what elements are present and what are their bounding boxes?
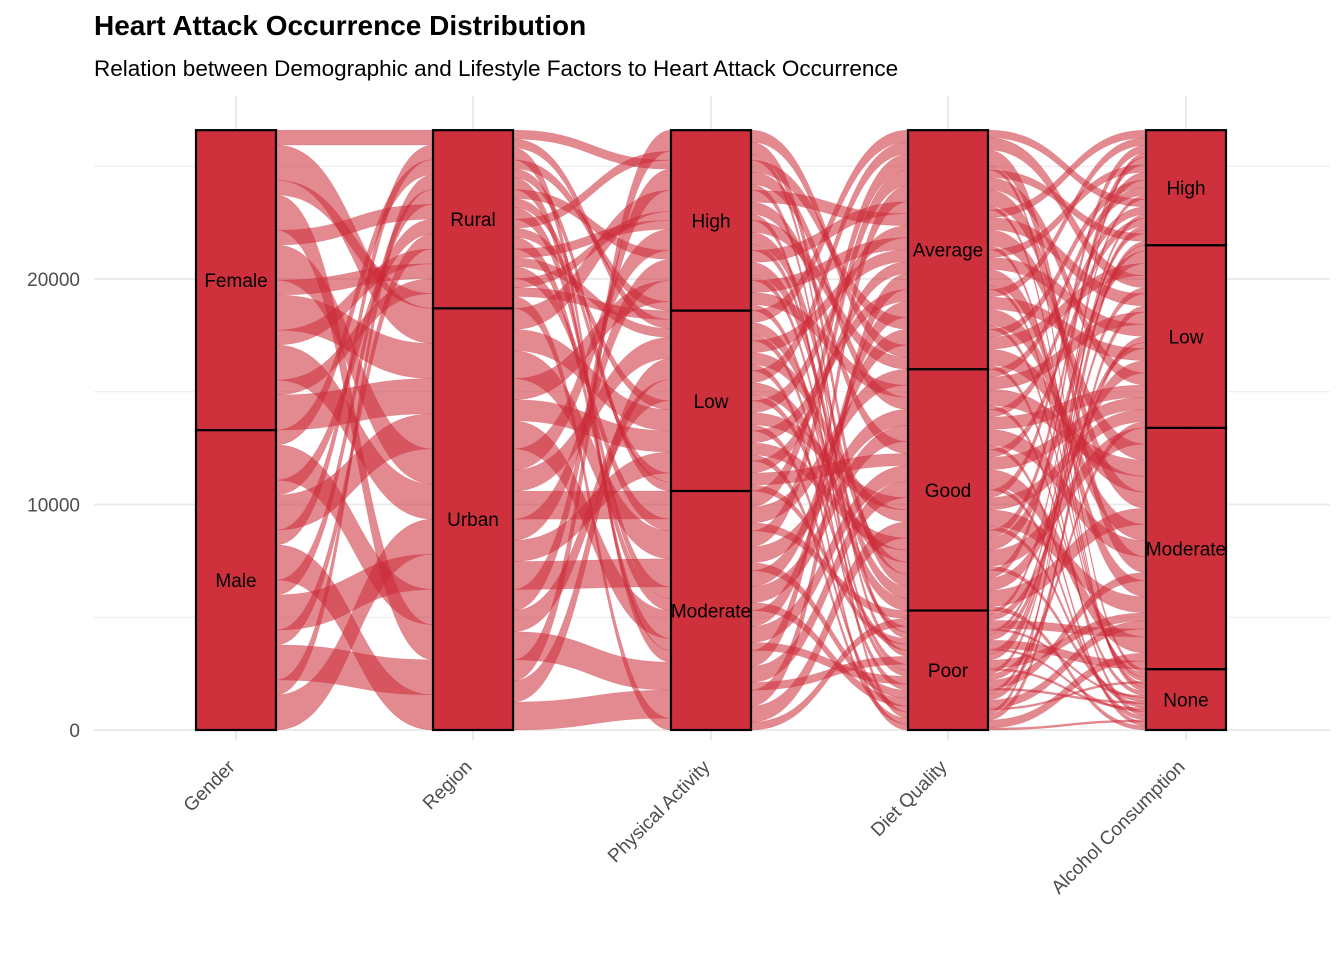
stratum-box xyxy=(669,309,753,493)
stratum-box xyxy=(1144,426,1228,671)
stratum-box xyxy=(194,129,278,432)
flow-band xyxy=(275,129,434,146)
x-tick-label: Alcohol Consumption xyxy=(1048,757,1190,899)
y-tick-label: 20000 xyxy=(27,270,80,291)
stratum-label: High xyxy=(1166,179,1205,200)
stratum-label: Moderate xyxy=(1146,539,1226,560)
stratum-box xyxy=(1144,668,1228,732)
stratum-box xyxy=(906,609,990,732)
stratum-label: Urban xyxy=(447,510,499,531)
stratum-label: None xyxy=(1163,691,1208,712)
chart-subtitle: Relation between Demographic and Lifesty… xyxy=(94,56,899,81)
y-tick-label: 10000 xyxy=(27,496,80,517)
stratum-label: Low xyxy=(1169,328,1204,349)
stratum-label: Moderate xyxy=(671,601,751,622)
stratum-layer xyxy=(194,129,1228,732)
chart-title: Heart Attack Occurrence Distribution xyxy=(94,10,587,41)
stratum-label: High xyxy=(691,211,730,232)
x-tick-label: Gender xyxy=(180,756,240,816)
stratum-label: Average xyxy=(913,241,983,262)
stratum-label: Rural xyxy=(450,210,495,231)
stratum-box xyxy=(1144,129,1228,247)
stratum-label: Good xyxy=(925,481,971,502)
stratum-label: Female xyxy=(204,271,267,292)
stratum-box xyxy=(669,489,753,732)
x-tick-label: Diet Quality xyxy=(867,756,952,841)
stratum-box xyxy=(431,129,515,310)
stratum-box xyxy=(906,129,990,371)
stratum-box xyxy=(669,129,753,312)
x-tick-label: Region xyxy=(419,757,476,814)
stratum-label: Poor xyxy=(928,661,969,682)
stratum-box xyxy=(906,368,990,612)
x-tick-label: Physical Activity xyxy=(604,756,715,867)
stratum-label: Male xyxy=(215,571,256,592)
stratum-label: Low xyxy=(694,392,729,413)
stratum-box xyxy=(1144,244,1228,429)
y-tick-label: 0 xyxy=(69,721,80,742)
